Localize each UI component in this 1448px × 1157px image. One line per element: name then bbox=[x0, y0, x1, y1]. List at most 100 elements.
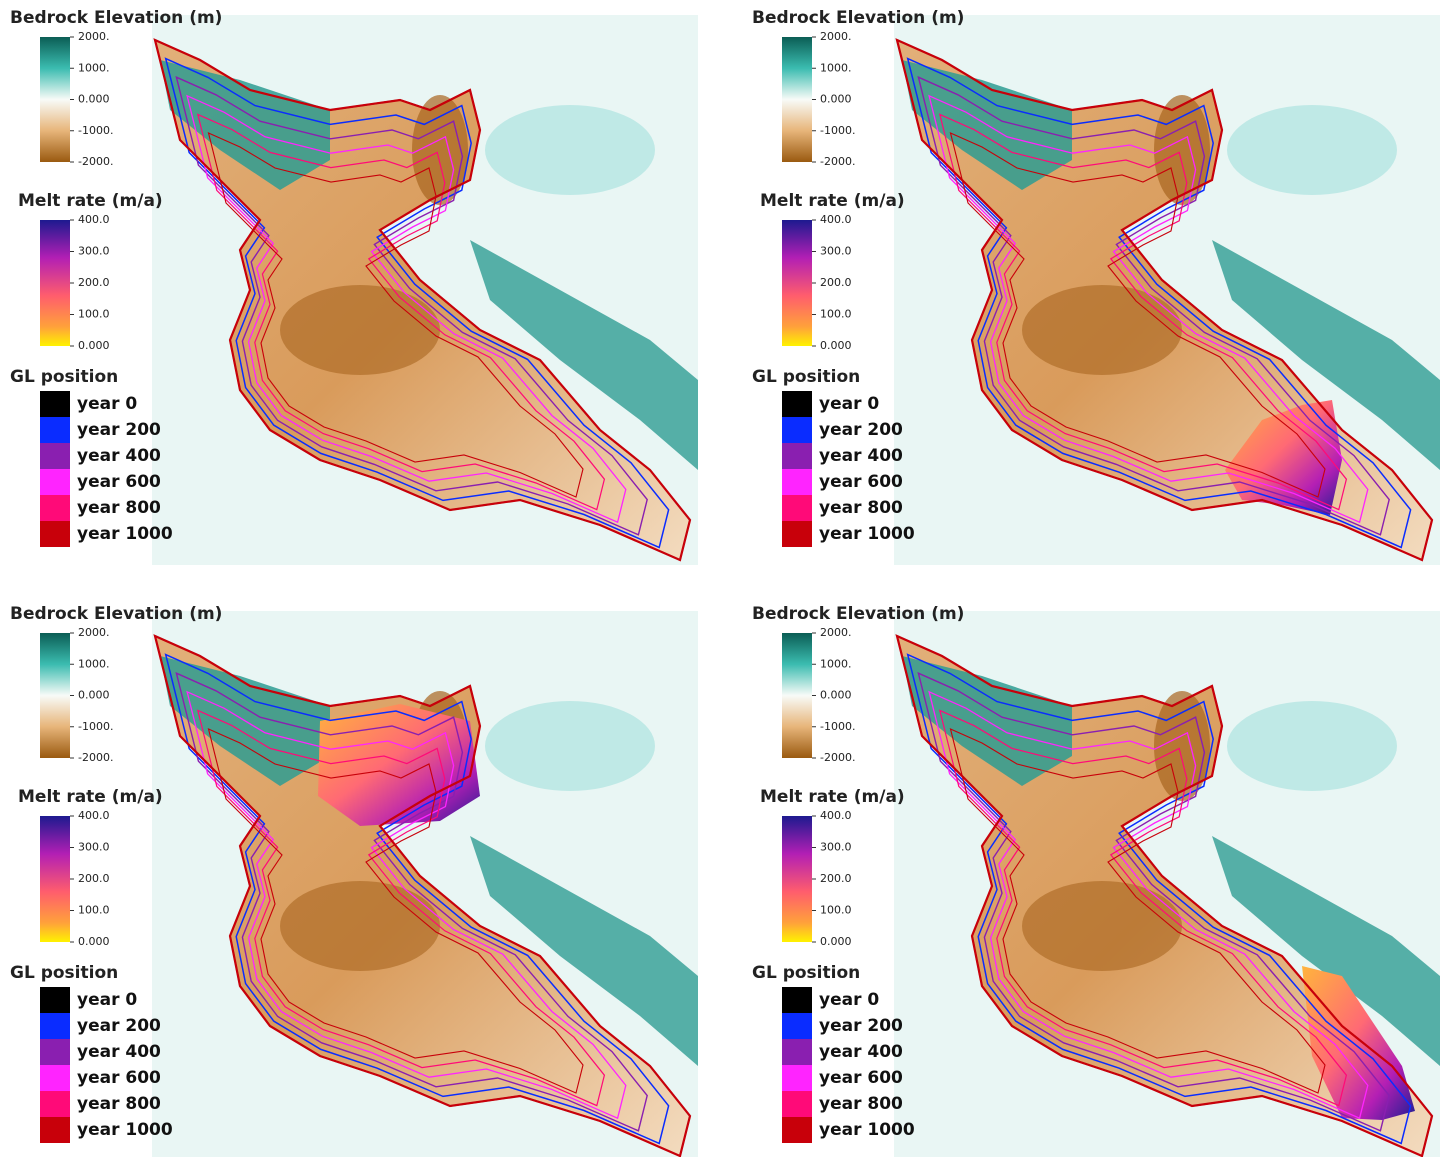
colorbar-tick-label: -1000. bbox=[78, 124, 113, 137]
colorbar-tick-label: 2000. bbox=[820, 30, 852, 43]
colorbar-tick-label: 0.000 bbox=[820, 689, 852, 702]
colorbar-tick-label: 100.0 bbox=[820, 904, 852, 917]
colorbar bbox=[40, 816, 70, 942]
legend-swatch bbox=[40, 469, 70, 495]
legend-swatch bbox=[782, 391, 812, 417]
colorbar-tick-label: 300.0 bbox=[820, 245, 852, 258]
legend-swatch bbox=[40, 391, 70, 417]
legend-label: year 1000 bbox=[77, 1120, 173, 1140]
legend-label: year 600 bbox=[819, 1068, 903, 1088]
legend-swatch bbox=[782, 469, 812, 495]
colorbar-tick-label: 400.0 bbox=[820, 809, 852, 822]
colorbar-tick-label: 2000. bbox=[820, 626, 852, 639]
colorbar-tick-label: 300.0 bbox=[820, 841, 852, 854]
panel: Bedrock Elevation (m)2000.1000.0.000-100… bbox=[752, 8, 1440, 565]
colorbar-tick-label: 200.0 bbox=[820, 872, 852, 885]
legend-swatch bbox=[782, 495, 812, 521]
melt-region bbox=[318, 704, 480, 826]
legend-label: year 1000 bbox=[77, 524, 173, 544]
colorbar-tick-label: -1000. bbox=[820, 720, 855, 733]
legend-swatch bbox=[782, 443, 812, 469]
legend-label: year 200 bbox=[819, 1016, 903, 1036]
legend-swatch bbox=[40, 1117, 70, 1143]
map bbox=[894, 611, 1440, 1157]
legend-label: year 400 bbox=[819, 446, 903, 466]
colorbar-tick-label: -1000. bbox=[78, 720, 113, 733]
colorbar-tick-label: 1000. bbox=[78, 61, 110, 74]
colorbar-tick-label: 0.000 bbox=[78, 339, 110, 352]
legend-swatch bbox=[782, 987, 812, 1013]
colorbar-tick-label: -2000. bbox=[820, 751, 855, 764]
ocean-basin bbox=[485, 105, 655, 195]
panel: Bedrock Elevation (m)2000.1000.0.000-100… bbox=[10, 604, 698, 1157]
legend-label: year 1000 bbox=[819, 1120, 915, 1140]
colorbar-title: Melt rate (m/a) bbox=[18, 191, 163, 211]
legend-label: year 200 bbox=[77, 420, 161, 440]
colorbar bbox=[782, 37, 812, 162]
colorbar-tick-label: 2000. bbox=[78, 626, 110, 639]
colorbar-tick-label: 1000. bbox=[820, 61, 852, 74]
colorbar-tick-label: -2000. bbox=[78, 155, 113, 168]
legend-title: GL position bbox=[752, 963, 860, 983]
colorbar-tick-label: 100.0 bbox=[820, 308, 852, 321]
colorbar-tick-label: 200.0 bbox=[78, 872, 110, 885]
legend-title: GL position bbox=[752, 367, 860, 387]
deep-trough bbox=[1022, 881, 1182, 971]
legend-swatch bbox=[40, 1065, 70, 1091]
legend-swatch bbox=[40, 417, 70, 443]
colorbar-tick-label: 300.0 bbox=[78, 245, 110, 258]
figure: Bedrock Elevation (m)2000.1000.0.000-100… bbox=[0, 0, 1448, 1157]
colorbar-tick-label: 100.0 bbox=[78, 904, 110, 917]
colorbar-tick-label: 100.0 bbox=[78, 308, 110, 321]
legend-label: year 800 bbox=[819, 498, 903, 518]
colorbar-tick-label: 400.0 bbox=[78, 809, 110, 822]
colorbar-tick-label: -2000. bbox=[78, 751, 113, 764]
legend-swatch bbox=[40, 1013, 70, 1039]
colorbar-title: Melt rate (m/a) bbox=[18, 787, 163, 807]
legend-swatch bbox=[40, 1091, 70, 1117]
colorbar bbox=[40, 220, 70, 346]
legend-label: year 400 bbox=[77, 1042, 161, 1062]
legend-label: year 600 bbox=[77, 472, 161, 492]
legend-swatch bbox=[40, 443, 70, 469]
panel: Bedrock Elevation (m)2000.1000.0.000-100… bbox=[752, 604, 1440, 1157]
legend-title: GL position bbox=[10, 963, 118, 983]
legend-label: year 800 bbox=[819, 1094, 903, 1114]
legend-swatch bbox=[782, 1117, 812, 1143]
ocean-basin bbox=[485, 701, 655, 791]
colorbar-tick-label: 0.000 bbox=[78, 689, 110, 702]
legend-label: year 200 bbox=[77, 1016, 161, 1036]
colorbar-tick-label: 0.000 bbox=[78, 935, 110, 948]
colorbar-tick-label: -1000. bbox=[820, 124, 855, 137]
legend-label: year 800 bbox=[77, 1094, 161, 1114]
panel: Bedrock Elevation (m)2000.1000.0.000-100… bbox=[10, 8, 698, 565]
colorbar-tick-label: 300.0 bbox=[78, 841, 110, 854]
legend-label: year 600 bbox=[819, 472, 903, 492]
map bbox=[152, 15, 698, 565]
legend-label: year 200 bbox=[819, 420, 903, 440]
legend-label: year 1000 bbox=[819, 524, 915, 544]
colorbar bbox=[40, 633, 70, 758]
colorbar bbox=[782, 816, 812, 942]
colorbar-tick-label: 1000. bbox=[78, 657, 110, 670]
colorbar bbox=[782, 220, 812, 346]
legend-label: year 400 bbox=[819, 1042, 903, 1062]
legend-swatch bbox=[40, 987, 70, 1013]
legend-label: year 600 bbox=[77, 1068, 161, 1088]
deep-trough bbox=[1022, 285, 1182, 375]
colorbar-tick-label: 0.000 bbox=[820, 935, 852, 948]
legend-swatch bbox=[782, 1039, 812, 1065]
colorbar bbox=[40, 37, 70, 162]
legend-label: year 0 bbox=[819, 990, 879, 1010]
colorbar-tick-label: 1000. bbox=[820, 657, 852, 670]
legend-swatch bbox=[782, 1013, 812, 1039]
colorbar-tick-label: 200.0 bbox=[820, 276, 852, 289]
legend-label: year 800 bbox=[77, 498, 161, 518]
colorbar bbox=[782, 633, 812, 758]
ocean-basin bbox=[1227, 105, 1397, 195]
map bbox=[152, 611, 698, 1157]
legend-label: year 400 bbox=[77, 446, 161, 466]
colorbar-tick-label: -2000. bbox=[820, 155, 855, 168]
colorbar-tick-label: 400.0 bbox=[820, 213, 852, 226]
legend-swatch bbox=[782, 1091, 812, 1117]
